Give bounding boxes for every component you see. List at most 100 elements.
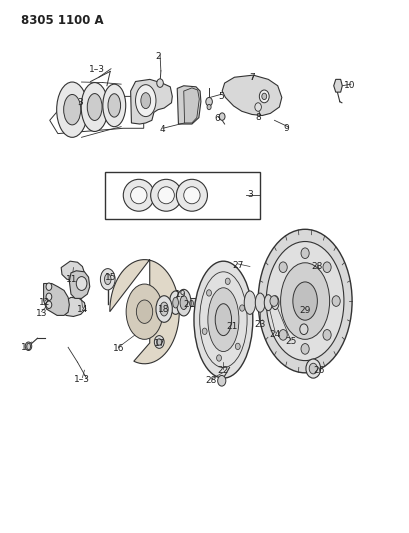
- Polygon shape: [61, 261, 84, 280]
- Ellipse shape: [104, 274, 111, 285]
- Circle shape: [156, 79, 163, 87]
- Circle shape: [207, 104, 211, 110]
- Circle shape: [206, 290, 211, 296]
- Circle shape: [239, 305, 244, 311]
- Circle shape: [299, 324, 307, 335]
- Text: 6: 6: [214, 114, 220, 123]
- Circle shape: [25, 342, 31, 351]
- Circle shape: [235, 343, 240, 350]
- Ellipse shape: [207, 288, 238, 352]
- Polygon shape: [130, 79, 172, 124]
- Text: 16: 16: [112, 344, 124, 353]
- Ellipse shape: [265, 241, 343, 361]
- Ellipse shape: [292, 282, 317, 320]
- Ellipse shape: [193, 261, 252, 378]
- Ellipse shape: [160, 302, 168, 316]
- Text: 4: 4: [159, 125, 164, 134]
- Circle shape: [308, 364, 317, 374]
- Polygon shape: [69, 271, 90, 298]
- Ellipse shape: [169, 291, 181, 314]
- Polygon shape: [177, 86, 200, 124]
- Ellipse shape: [135, 85, 155, 117]
- Circle shape: [279, 262, 287, 272]
- Circle shape: [269, 296, 277, 306]
- Text: 2: 2: [155, 52, 160, 61]
- Circle shape: [305, 359, 320, 378]
- Circle shape: [322, 329, 330, 340]
- Circle shape: [279, 329, 287, 340]
- Text: 1–3: 1–3: [88, 66, 104, 74]
- Circle shape: [216, 355, 221, 361]
- Ellipse shape: [63, 94, 81, 125]
- Circle shape: [46, 301, 52, 309]
- Polygon shape: [62, 297, 85, 317]
- Text: 7: 7: [249, 73, 254, 82]
- Text: 19: 19: [174, 289, 186, 298]
- Ellipse shape: [176, 179, 207, 211]
- Ellipse shape: [100, 269, 115, 290]
- Text: 12: 12: [39, 298, 50, 307]
- Circle shape: [205, 98, 212, 106]
- Text: 10: 10: [20, 343, 32, 352]
- Circle shape: [300, 248, 308, 259]
- Ellipse shape: [180, 296, 187, 310]
- Ellipse shape: [103, 84, 126, 127]
- Ellipse shape: [141, 93, 150, 109]
- Ellipse shape: [172, 297, 178, 308]
- Text: 1–3: 1–3: [74, 375, 90, 384]
- Text: 9: 9: [283, 124, 289, 133]
- Text: 14: 14: [76, 304, 88, 313]
- Text: 23: 23: [254, 320, 265, 329]
- Text: 11: 11: [66, 275, 78, 284]
- Text: 5: 5: [218, 92, 224, 101]
- Ellipse shape: [130, 187, 146, 204]
- Text: 8305 1100 A: 8305 1100 A: [21, 14, 103, 27]
- Text: 26: 26: [313, 366, 324, 375]
- Text: 3: 3: [247, 190, 252, 199]
- Ellipse shape: [183, 187, 200, 204]
- Circle shape: [46, 283, 52, 290]
- Ellipse shape: [136, 300, 152, 324]
- Text: 20: 20: [182, 300, 194, 309]
- Ellipse shape: [108, 94, 120, 117]
- Text: 28: 28: [311, 262, 322, 271]
- Text: 25: 25: [284, 337, 296, 346]
- Text: 3: 3: [77, 98, 83, 107]
- Ellipse shape: [258, 229, 351, 373]
- Ellipse shape: [244, 291, 255, 314]
- Circle shape: [156, 339, 161, 345]
- Text: 24: 24: [269, 329, 280, 338]
- Circle shape: [300, 344, 308, 354]
- Ellipse shape: [155, 296, 172, 322]
- Polygon shape: [333, 79, 342, 92]
- Circle shape: [225, 278, 229, 285]
- Circle shape: [154, 336, 164, 349]
- Text: 17: 17: [154, 339, 165, 348]
- Text: 21: 21: [225, 321, 237, 330]
- Ellipse shape: [264, 295, 272, 311]
- Ellipse shape: [176, 289, 191, 316]
- Circle shape: [331, 296, 339, 306]
- Circle shape: [254, 103, 261, 111]
- Text: 10: 10: [344, 81, 355, 90]
- Ellipse shape: [56, 82, 88, 138]
- Text: 18: 18: [158, 304, 169, 313]
- Ellipse shape: [126, 284, 162, 340]
- Text: 15: 15: [105, 273, 117, 281]
- Text: 13: 13: [36, 309, 47, 318]
- Circle shape: [261, 93, 266, 100]
- Ellipse shape: [280, 263, 329, 340]
- Ellipse shape: [157, 187, 174, 204]
- Ellipse shape: [150, 179, 181, 211]
- Circle shape: [322, 262, 330, 272]
- Circle shape: [259, 90, 268, 103]
- Text: 27: 27: [231, 261, 243, 270]
- Text: 29: 29: [299, 305, 310, 314]
- Circle shape: [46, 293, 52, 301]
- Ellipse shape: [215, 304, 231, 336]
- Circle shape: [76, 277, 87, 290]
- Ellipse shape: [271, 296, 278, 310]
- Circle shape: [219, 113, 225, 120]
- Text: 8: 8: [255, 113, 261, 122]
- Ellipse shape: [81, 83, 108, 132]
